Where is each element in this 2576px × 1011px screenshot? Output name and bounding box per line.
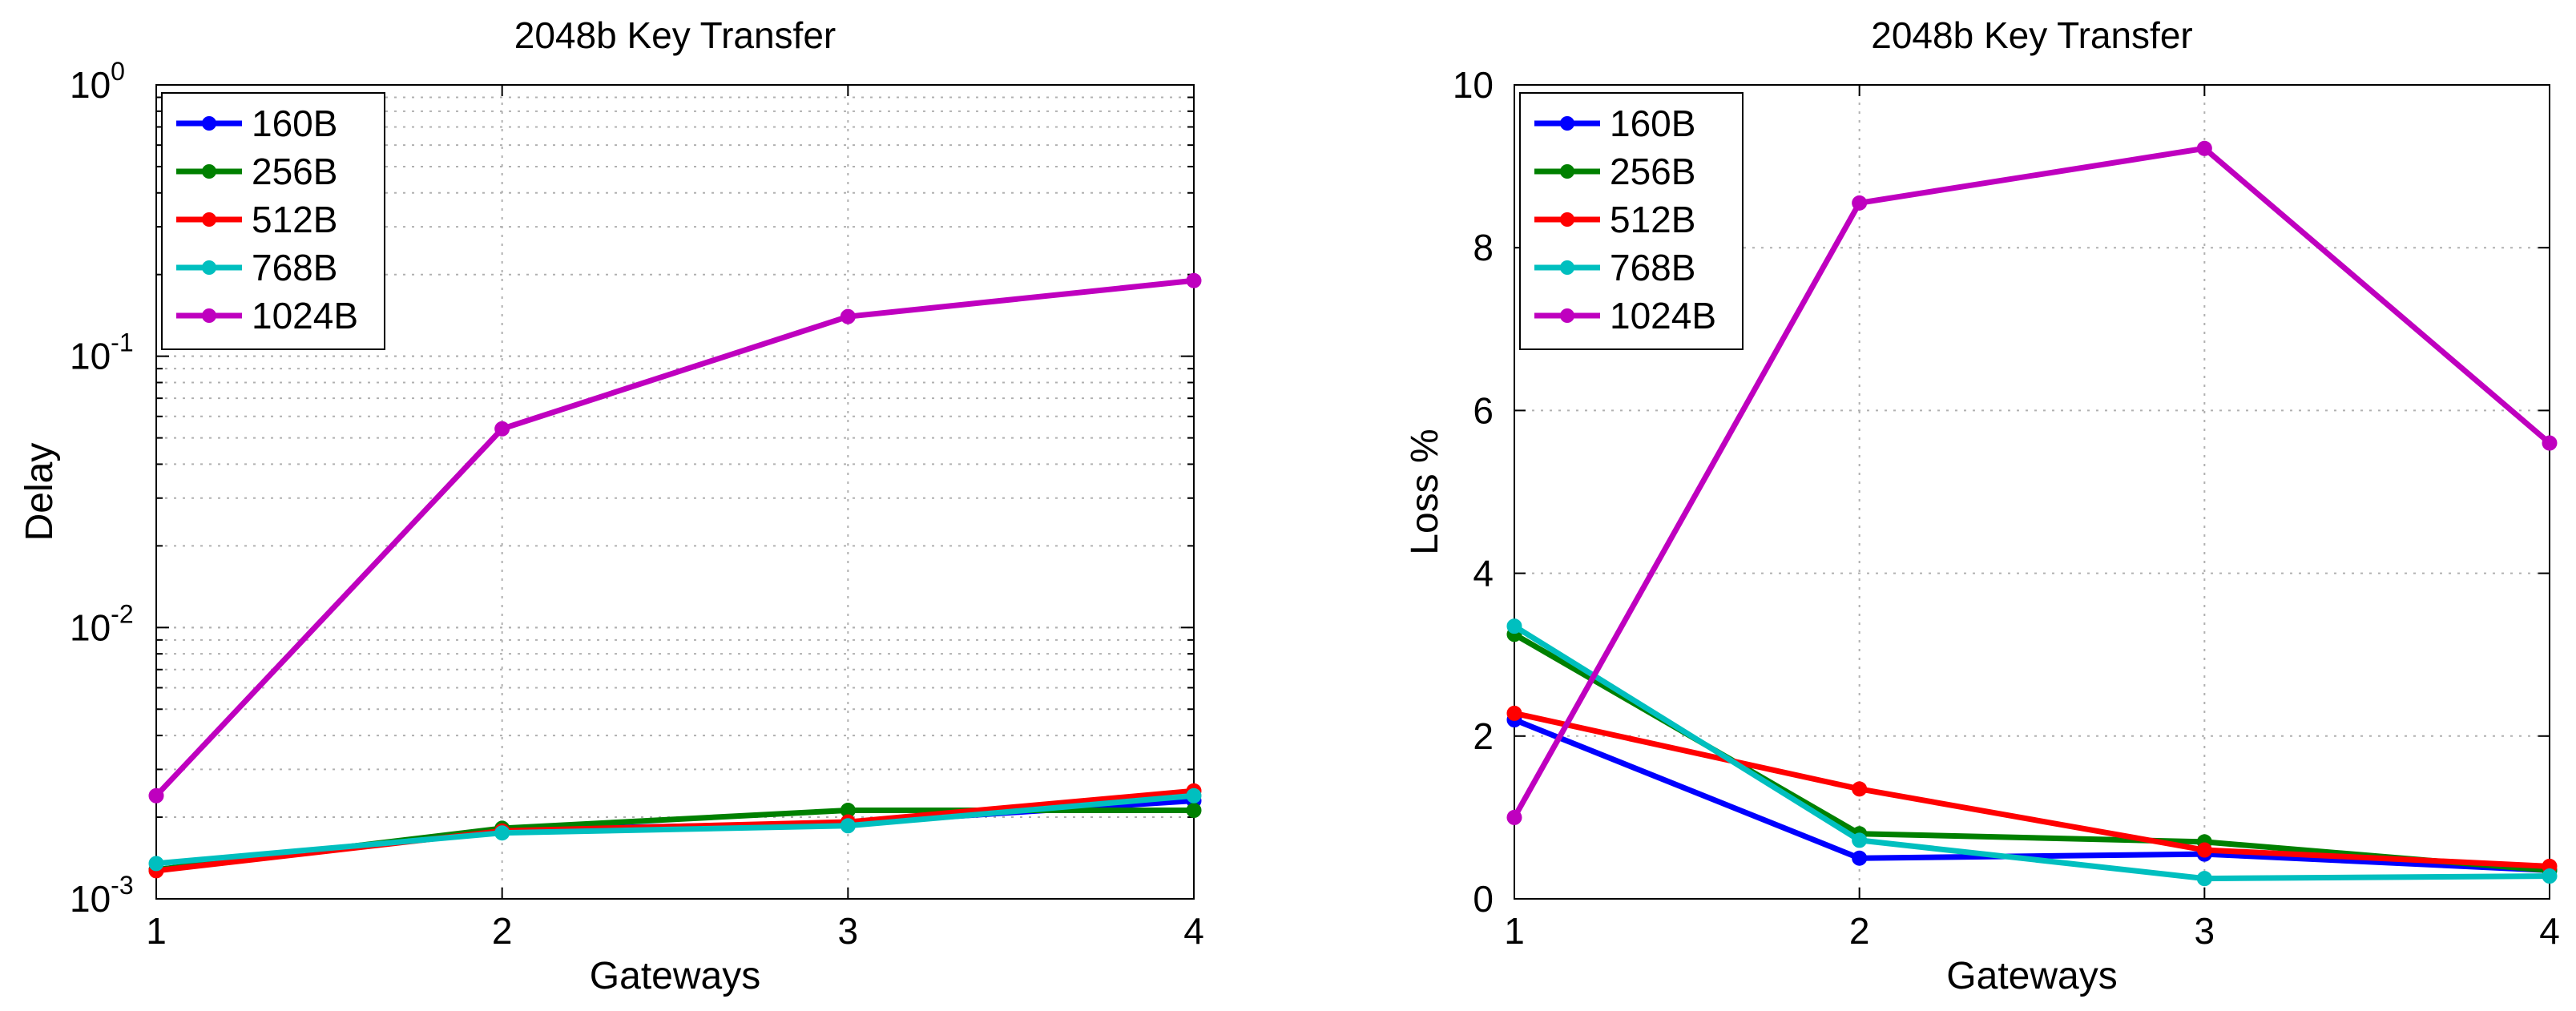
chart-title: 2048b Key Transfer bbox=[1871, 14, 2192, 56]
y-tick-base: 10 bbox=[70, 878, 111, 920]
y-tick-base: 10 bbox=[70, 336, 111, 377]
data-point bbox=[1506, 618, 1522, 634]
chart-title: 2048b Key Transfer bbox=[514, 14, 836, 56]
series-group bbox=[1506, 140, 2558, 887]
y-tick-label: 0 bbox=[1473, 878, 1494, 920]
series-line bbox=[1513, 623, 2550, 882]
legend-swatch-marker bbox=[1560, 116, 1574, 131]
grid bbox=[156, 85, 1194, 899]
legend-label: 160B bbox=[1610, 103, 1695, 144]
y-tick-label: 10-3 bbox=[70, 871, 134, 920]
series-1024B bbox=[1506, 140, 2558, 825]
data-point bbox=[494, 825, 510, 841]
series-768B bbox=[148, 787, 1202, 872]
data-point bbox=[2542, 435, 2558, 451]
legend-swatch-marker bbox=[1560, 164, 1574, 179]
y-axis-label: Loss % bbox=[1404, 429, 1446, 554]
x-tick-label: 4 bbox=[1183, 910, 1204, 952]
legend-label: 256B bbox=[1610, 151, 1695, 192]
legend-label: 512B bbox=[1610, 199, 1695, 240]
series-768B bbox=[1506, 618, 2558, 887]
x-tick-label: 2 bbox=[1849, 910, 1870, 952]
legend-label: 256B bbox=[252, 151, 337, 192]
y-tick-label: 10-1 bbox=[70, 328, 134, 377]
axes-frame bbox=[155, 84, 1195, 900]
data-point bbox=[1852, 195, 1868, 211]
legend-label: 1024B bbox=[252, 295, 358, 336]
data-point bbox=[148, 856, 164, 872]
series-line bbox=[1511, 145, 2552, 820]
x-tick-label: 4 bbox=[2539, 910, 2560, 952]
data-point bbox=[840, 308, 856, 324]
y-tick-exponent: -3 bbox=[111, 871, 133, 900]
legend-label: 768B bbox=[252, 247, 337, 288]
x-tick-label: 3 bbox=[838, 910, 859, 952]
data-point bbox=[1852, 850, 1868, 866]
data-point bbox=[2196, 140, 2212, 156]
series-line bbox=[1513, 717, 2550, 873]
x-axis-label: Gateways bbox=[1946, 955, 2117, 997]
data-point bbox=[1852, 832, 1868, 848]
legend: 160B 256B 512B 768B 1024B bbox=[1519, 92, 1744, 350]
data-point bbox=[1506, 809, 1522, 825]
ticks: 1 2 3 4 0 2 4 6 8 10 bbox=[1453, 64, 2560, 952]
data-point bbox=[1186, 802, 1202, 818]
y-tick-label: 6 bbox=[1473, 389, 1494, 431]
x-tick-label: 1 bbox=[146, 910, 167, 952]
data-point bbox=[2196, 842, 2212, 858]
x-axis-label: Gateways bbox=[590, 955, 760, 997]
legend-label: 768B bbox=[1610, 247, 1695, 288]
series-1024B bbox=[148, 272, 1202, 804]
legend-swatch-marker bbox=[1560, 212, 1574, 227]
y-tick-label: 4 bbox=[1473, 553, 1494, 594]
data-point bbox=[1506, 705, 1522, 721]
series-line bbox=[155, 792, 1195, 867]
data-point bbox=[2196, 871, 2212, 887]
loss-chart: 1 2 3 4 0 2 4 6 8 10 2048b Key Transfer Gateways Los… bbox=[1404, 14, 2560, 997]
y-tick-label: 2 bbox=[1473, 715, 1494, 757]
data-point bbox=[840, 818, 856, 834]
y-tick-label: 100 bbox=[70, 57, 125, 106]
data-point bbox=[148, 787, 164, 804]
data-point bbox=[1852, 781, 1868, 797]
y-axis-label: Delay bbox=[18, 443, 61, 542]
y-tick-exponent: -1 bbox=[111, 328, 133, 357]
x-tick-label: 2 bbox=[492, 910, 513, 952]
legend-swatch-marker bbox=[202, 212, 216, 227]
series-line bbox=[1514, 710, 2550, 869]
y-tick-exponent: -2 bbox=[111, 599, 133, 628]
legend-swatch-marker bbox=[1560, 308, 1574, 323]
legend-swatch-marker bbox=[202, 116, 216, 131]
series-group bbox=[148, 272, 1202, 879]
series-512B bbox=[1506, 705, 2558, 874]
legend: 160B 256B 512B 768B 1024B bbox=[161, 92, 385, 350]
y-tick-label: 10 bbox=[1453, 64, 1494, 106]
data-point bbox=[1186, 272, 1202, 288]
axes-frame bbox=[1514, 84, 2550, 900]
grid bbox=[1514, 85, 2550, 899]
y-tick-base: 10 bbox=[70, 64, 111, 106]
legend-swatch-marker bbox=[202, 308, 216, 323]
legend-swatch-marker bbox=[202, 260, 216, 275]
data-point bbox=[1186, 787, 1202, 804]
y-tick-label: 8 bbox=[1473, 227, 1494, 268]
x-tick-label: 3 bbox=[2195, 910, 2215, 952]
y-tick-label: 10-2 bbox=[70, 599, 134, 648]
data-point bbox=[2542, 868, 2558, 884]
data-point bbox=[494, 421, 510, 437]
legend-swatch-marker bbox=[202, 164, 216, 179]
legend-label: 512B bbox=[252, 199, 337, 240]
legend-label: 160B bbox=[252, 103, 337, 144]
legend-swatch-marker bbox=[1560, 260, 1574, 275]
y-tick-exponent: 0 bbox=[111, 57, 125, 86]
y-tick-base: 10 bbox=[70, 606, 111, 648]
series-line bbox=[154, 277, 1195, 798]
x-tick-label: 1 bbox=[1504, 910, 1525, 952]
legend-label: 1024B bbox=[1610, 295, 1716, 336]
